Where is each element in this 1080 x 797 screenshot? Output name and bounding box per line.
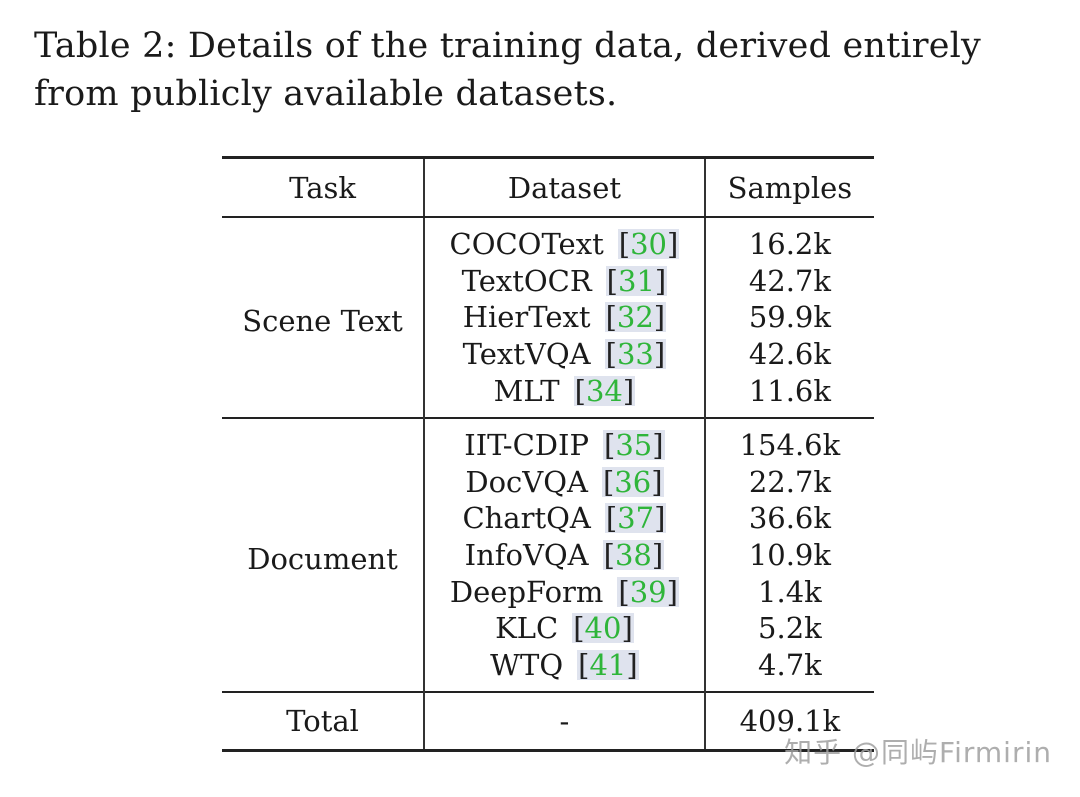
table-row: TextVQA [33] 42.6k xyxy=(222,335,874,373)
dataset-name: WTQ xyxy=(490,647,564,682)
samples-cell: 154.6k xyxy=(704,416,874,464)
total-row: Total - 409.1k xyxy=(222,691,874,753)
samples-cell: 4.7k xyxy=(758,647,822,682)
dataset-cell: MLT [34] xyxy=(424,372,706,418)
citation-link[interactable]: [32] xyxy=(604,300,667,335)
samples-cell: 1.4k xyxy=(758,574,822,609)
table-row: HierText [32] 59.9k xyxy=(222,299,874,336)
task-group-label: Scene Text xyxy=(222,217,426,418)
samples-cell: 11.6k xyxy=(748,373,831,408)
citation-number: 30 xyxy=(630,227,667,262)
dataset-name: IIT-CDIP xyxy=(464,428,589,463)
citation-link[interactable]: [38] xyxy=(602,538,665,573)
dataset-cell: WTQ [41] xyxy=(424,646,706,693)
table-caption: Table 2: Details of the training data, d… xyxy=(34,26,981,114)
citation-link[interactable]: [37] xyxy=(604,501,667,536)
table-row: DocVQA [36] 22.7k xyxy=(222,463,874,501)
dataset-name: HierText xyxy=(462,300,591,335)
citation-link[interactable]: [33] xyxy=(604,337,667,372)
dataset-name: DocVQA xyxy=(465,464,588,499)
citation-link[interactable]: [35] xyxy=(603,428,665,463)
dataset-cell: DeepForm [39] xyxy=(424,573,706,610)
dataset-cell: COCOText [30] xyxy=(424,217,706,263)
citation-number: 36 xyxy=(614,464,652,499)
citation-number: 37 xyxy=(617,501,655,536)
citation-link[interactable]: [31] xyxy=(605,263,668,298)
table-row: TextOCR [31] 42.7k xyxy=(222,262,874,300)
dataset-cell: InfoVQA [38] xyxy=(424,536,706,574)
citation-number: 39 xyxy=(629,574,667,609)
citation-number: 41 xyxy=(589,647,627,682)
dataset-cell: IIT-CDIP [35] xyxy=(424,416,706,464)
header-dataset: Dataset xyxy=(424,156,706,218)
table-row: WTQ [41] 4.7k xyxy=(222,646,874,693)
samples-cell: 59.9k xyxy=(748,300,831,335)
table-row: Scene Text COCOText [30] 16.2k xyxy=(222,217,874,418)
table-row: Document IIT-CDIP [35] 154.6k xyxy=(222,416,874,693)
citation-link[interactable]: [34] xyxy=(573,373,636,408)
task-group-label: Document xyxy=(222,416,426,693)
dataset-name: COCOText xyxy=(449,227,604,262)
citation-link[interactable]: [30] xyxy=(617,227,680,262)
samples-cell: 36.6k xyxy=(748,501,831,536)
samples-cell: 42.7k xyxy=(748,263,831,298)
training-data-table: Task Dataset Samples Scene Text COCOText[… xyxy=(222,156,874,753)
samples-cell: 5.2k xyxy=(758,611,822,646)
citation-link[interactable]: [41] xyxy=(577,647,639,682)
samples-cell: 42.6k xyxy=(748,337,831,372)
citation-link[interactable]: [40] xyxy=(572,611,634,646)
table-row: DeepForm [39] 1.4k xyxy=(222,573,874,610)
citation-number: 32 xyxy=(616,300,654,335)
dataset-cell: KLC [40] xyxy=(424,609,706,647)
dataset-cell: TextVQA [33] xyxy=(424,335,706,373)
dataset-name: MLT xyxy=(493,373,560,408)
dataset-cell: ChartQA [37] xyxy=(424,500,706,537)
total-dataset: - xyxy=(424,691,706,753)
table-row: InfoVQA [38] 10.9k xyxy=(222,536,874,574)
header-task: Task xyxy=(222,156,426,218)
table-row: MLT [34] 11.6k xyxy=(222,372,874,418)
samples-cell: 10.9k xyxy=(748,538,831,573)
header-samples: Samples xyxy=(704,156,874,218)
citation-number: 35 xyxy=(615,428,653,463)
watermark: 知乎 @同屿Firmirin xyxy=(784,736,1052,769)
table-header-row: Task Dataset Samples xyxy=(222,156,874,218)
citation-number: 34 xyxy=(585,373,623,408)
samples-cell: 16.2k xyxy=(748,227,831,262)
total-samples: 409.1k xyxy=(704,691,874,753)
dataset-cell: HierText [32] xyxy=(424,299,706,336)
dataset-cell: TextOCR [31] xyxy=(424,262,706,300)
table-row: KLC [40] 5.2k xyxy=(222,609,874,647)
dataset-name: TextVQA xyxy=(462,337,591,372)
table-row: ChartQA [37] 36.6k xyxy=(222,500,874,537)
dataset-name: TextOCR xyxy=(461,263,592,298)
dataset-name: InfoVQA xyxy=(464,538,589,573)
dataset-name: DeepForm xyxy=(449,574,604,609)
citation-number: 38 xyxy=(614,538,652,573)
dataset-name: ChartQA xyxy=(462,501,591,536)
total-label: Total xyxy=(222,691,426,753)
citation-number: 33 xyxy=(616,337,654,372)
citation-number: 40 xyxy=(584,611,622,646)
citation-number: 31 xyxy=(618,263,655,298)
citation-link[interactable]: [36] xyxy=(601,464,664,499)
samples-cell: 22.7k xyxy=(748,464,831,499)
dataset-cell: DocVQA [36] xyxy=(424,463,706,501)
citation-link[interactable]: [39] xyxy=(617,574,679,609)
dataset-name: KLC xyxy=(495,611,559,646)
